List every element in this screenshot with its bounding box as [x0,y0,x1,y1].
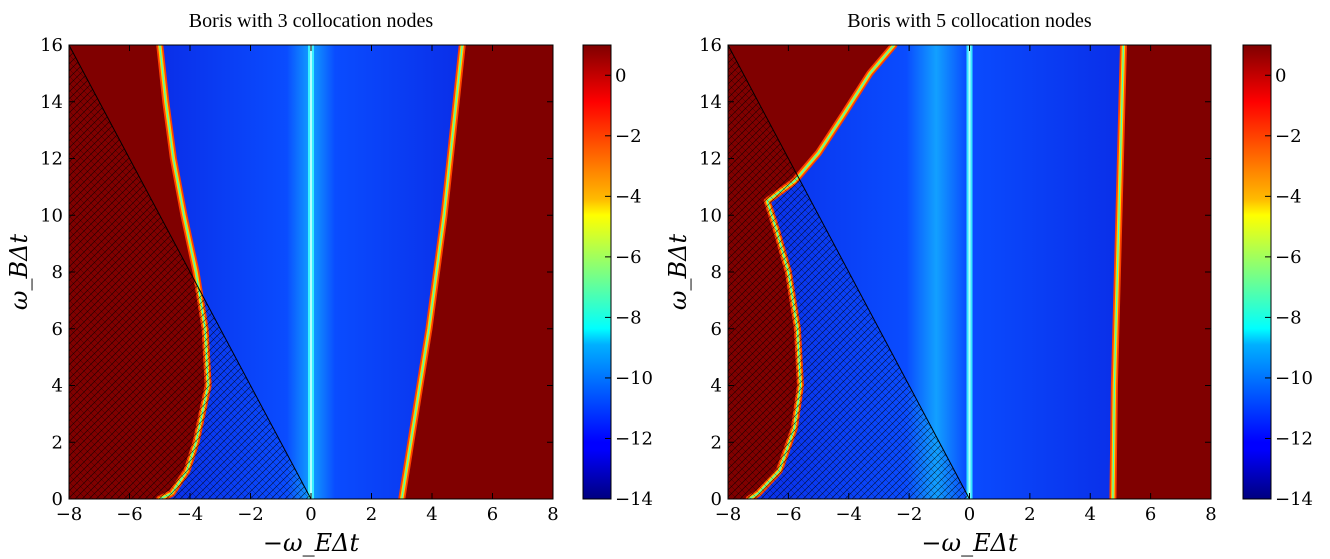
x-axis-label: −ω_EΔt [263,529,360,557]
x-tick-label: 6 [1145,504,1156,525]
colorbar-tick-label: −12 [615,428,653,449]
colorbar-tick-label: −10 [615,368,653,389]
y-tick-label: 10 [699,205,722,226]
y-tick-label: 2 [711,432,722,453]
y-tick-label: 14 [699,92,722,113]
y-tick-label: 4 [52,376,63,397]
colorbar-tick-label: −6 [1275,247,1302,268]
colorbar-tick-label: −14 [1275,489,1313,510]
y-axis-label: ω_BΔt [665,234,692,311]
colorbar-tick-label: −10 [1275,368,1313,389]
x-tick-label: −4 [835,504,862,525]
colorbar-tick-label: −2 [1275,126,1302,147]
y-tick-label: 0 [52,489,63,510]
y-tick-label: 16 [699,35,722,56]
heatmap-chart-left: −8 −6 −4 −2 0 2 4 6 8 0 2 4 6 8 10 12 14 16 Boris with 3 c… [5,10,653,557]
x-tick-label: 2 [366,504,377,525]
y-tick-label: 12 [699,149,722,170]
heatmap-area [728,45,1211,499]
y-tick-label: 8 [52,262,63,283]
chart-title: Boris with 5 collocation nodes [847,10,1092,32]
colorbar-tick-label: 0 [1275,65,1286,86]
hatched-region-edge [69,45,312,499]
y-tick-label: 14 [40,92,63,113]
x-tick-label: −8 [715,504,742,525]
center-ridge-core [968,45,971,499]
y-tick-label: 12 [40,149,63,170]
colorbar [1242,44,1272,500]
colorbar-tick-label: −2 [615,126,642,147]
x-tick-label: −2 [896,504,923,525]
colorbar-tick-label: −8 [615,307,642,328]
x-tick-label: 4 [1085,504,1096,525]
chart-panel-right: −8 −6 −4 −2 0 2 4 6 8 0 2 4 6 8 10 12 14 16 Boris with 5 c… [665,0,1330,559]
colorbar-tick-label: −4 [615,186,642,207]
hatched-region-edge [728,45,970,499]
heatmap-chart-right: −8 −6 −4 −2 0 2 4 6 8 0 2 4 6 8 10 12 14 16 Boris with 5 c… [665,10,1313,557]
x-tick-label: −2 [237,504,264,525]
colorbar-tick-label: −12 [1275,428,1313,449]
y-tick-label: 8 [711,262,722,283]
y-tick-label: 4 [711,376,722,397]
y-tick-label: 16 [40,35,63,56]
x-tick-label: −4 [177,504,204,525]
y-tick-label: 10 [40,205,63,226]
chart-title: Boris with 3 collocation nodes [189,10,434,32]
chart-panel-left: −8 −6 −4 −2 0 2 4 6 8 0 2 4 6 8 10 12 14 16 Boris with 3 c… [5,10,653,557]
x-axis-label: −ω_EΔt [921,529,1018,557]
y-tick-label: 6 [52,319,63,340]
x-tick-label: 4 [426,504,437,525]
x-tick-label: 8 [547,504,558,525]
x-tick-label: 6 [487,504,498,525]
right-boundary-inner [401,45,463,499]
heatmap-area [69,45,553,499]
colorbar [582,44,612,500]
y-tick-label: 6 [711,319,722,340]
x-tick-label: 2 [1024,504,1035,525]
center-ridge-core [310,45,312,499]
x-tick-label: −6 [116,504,143,525]
colorbar-tick-label: −14 [615,489,653,510]
x-tick-label: 8 [1205,504,1216,525]
colorbar-tick-label: −6 [615,247,642,268]
y-tick-label: 2 [52,432,63,453]
right-boundary-inner [1112,45,1125,499]
colorbar-tick-label: −8 [1275,307,1302,328]
colorbar-tick-label: −4 [1275,186,1302,207]
x-tick-label: −6 [775,504,802,525]
y-tick-label: 0 [711,489,722,510]
x-tick-label: −8 [56,504,83,525]
colorbar-tick-label: 0 [615,65,626,86]
x-tick-label: 0 [964,504,975,525]
x-tick-label: 0 [305,504,316,525]
y-axis-label: ω_BΔt [5,234,33,311]
